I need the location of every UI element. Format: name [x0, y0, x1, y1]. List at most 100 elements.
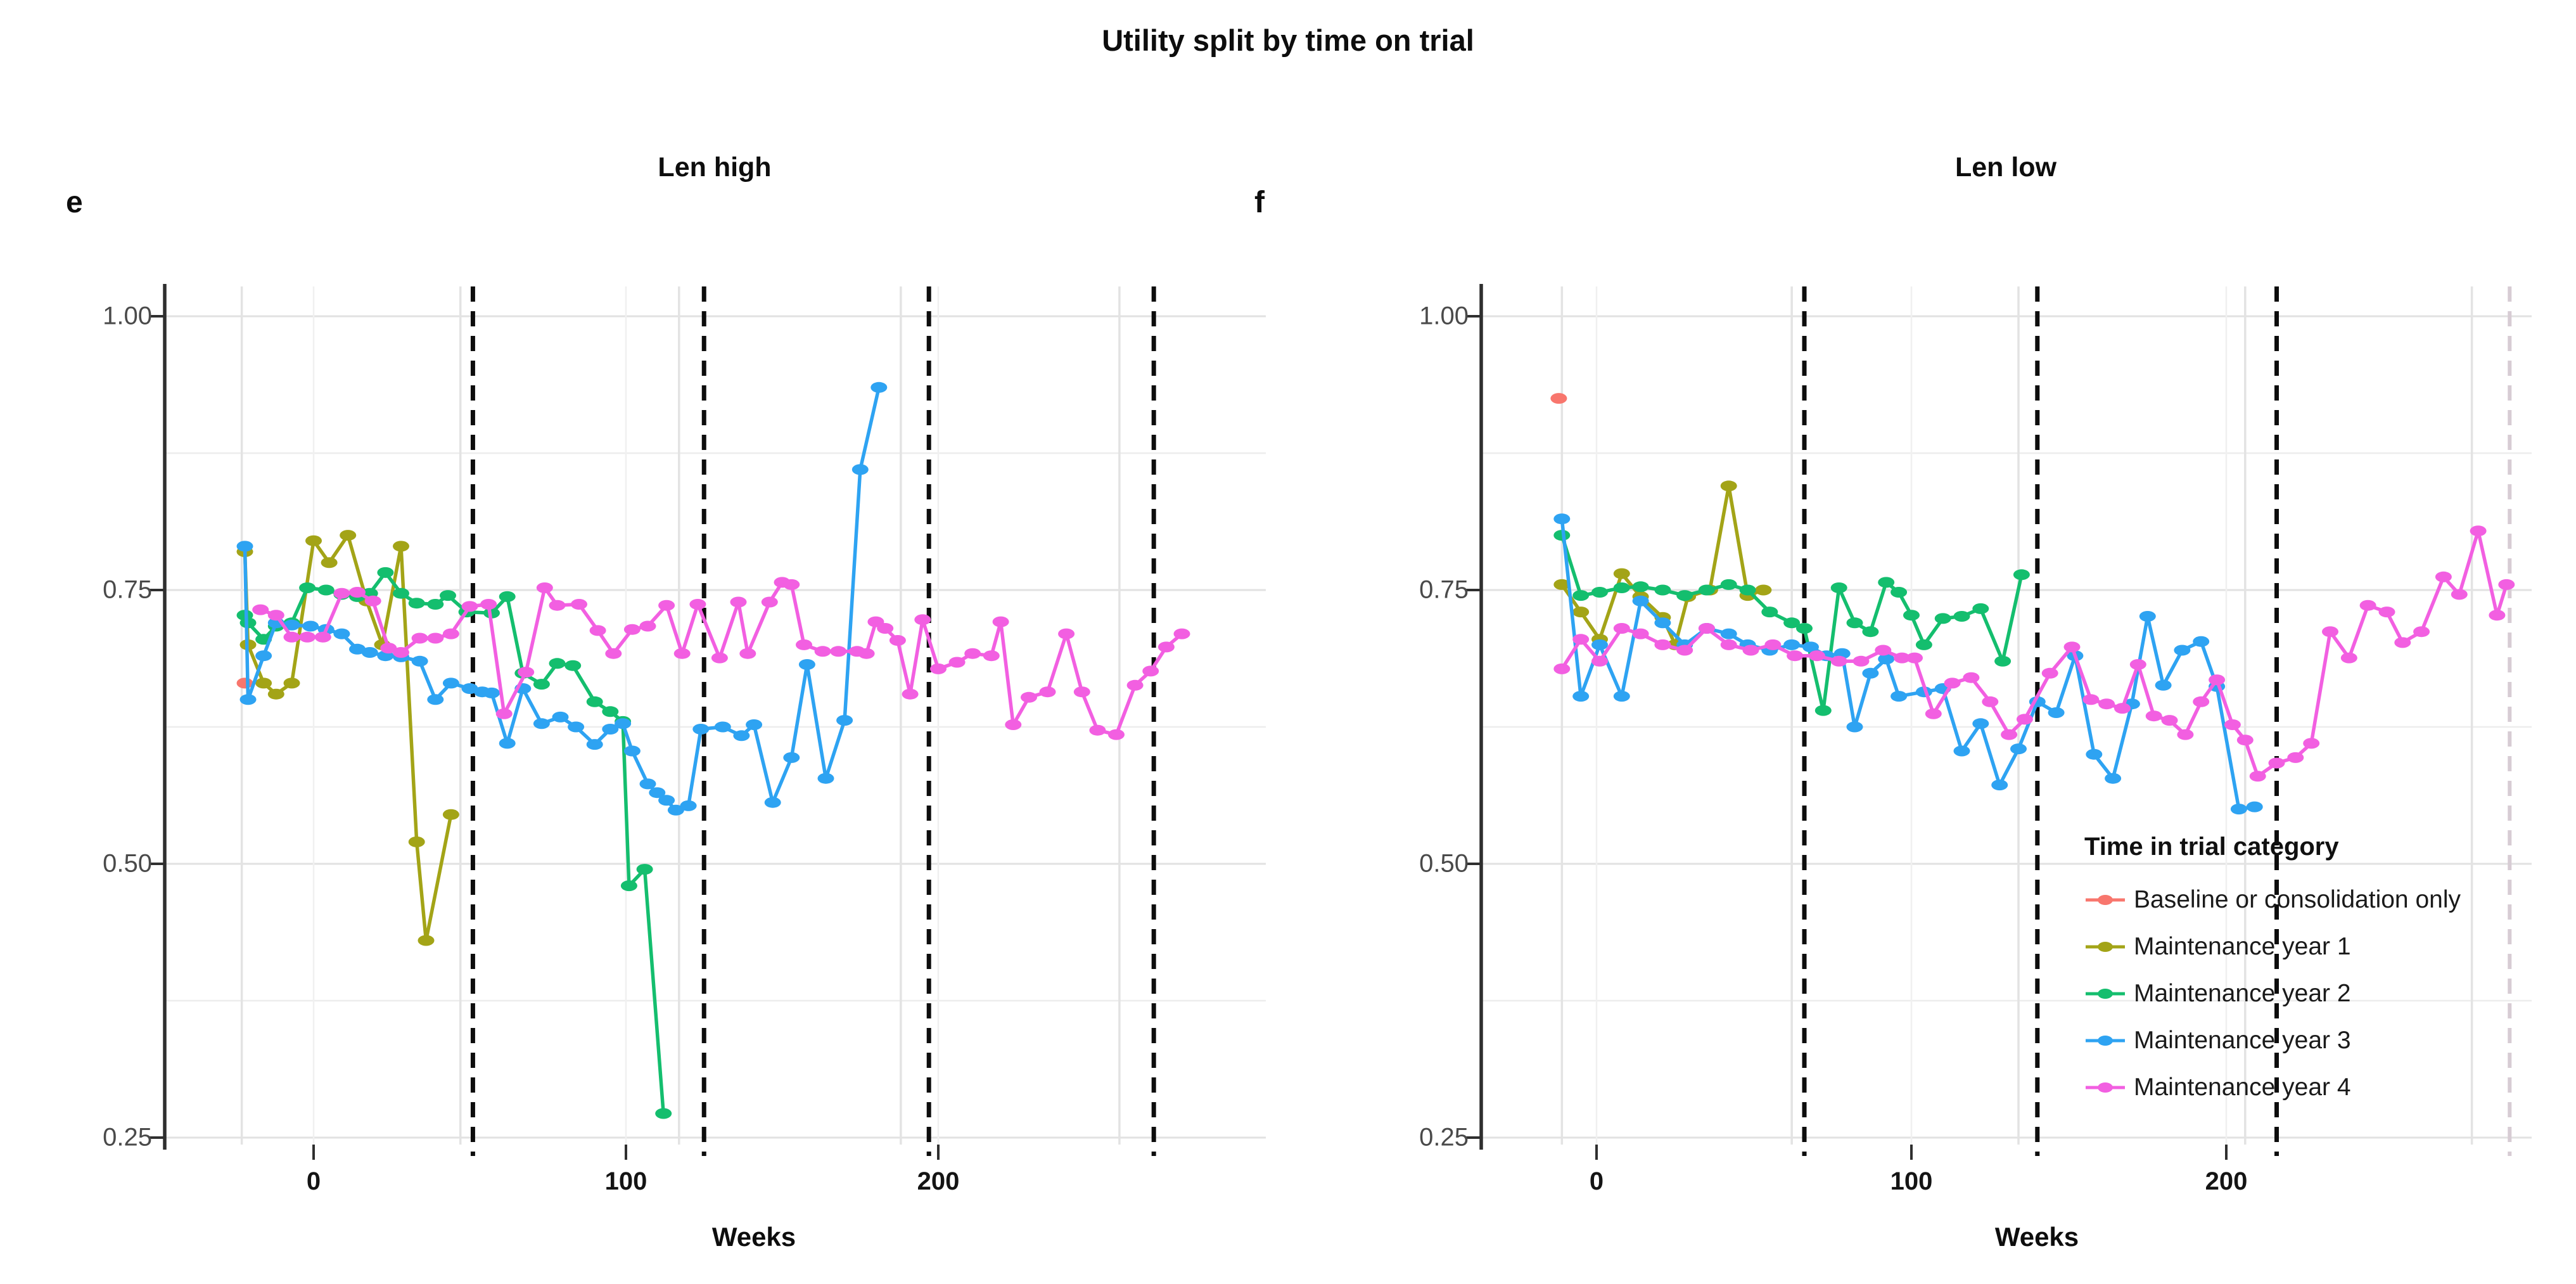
data-point — [1764, 639, 1782, 650]
data-point — [2001, 729, 2018, 740]
y-tick-label: 0.75 — [1419, 575, 1469, 604]
data-point — [1862, 667, 1879, 679]
data-point — [589, 625, 606, 636]
legend-key-icon — [2086, 1036, 2125, 1046]
data-point — [536, 582, 553, 593]
data-point — [2129, 659, 2146, 670]
data-point — [1698, 584, 1715, 596]
data-point — [1830, 655, 1847, 667]
data-point — [814, 646, 831, 657]
data-point — [2340, 652, 2357, 664]
x-tick-label: 200 — [2205, 1167, 2248, 1195]
data-point — [1676, 645, 1693, 656]
legend-label: Baseline or consolidation only — [2134, 886, 2461, 913]
data-point — [830, 646, 847, 657]
data-point — [333, 628, 350, 639]
data-point — [267, 610, 284, 621]
data-point — [442, 809, 459, 820]
data-point — [427, 694, 444, 705]
data-point — [411, 632, 428, 644]
data-point — [783, 579, 800, 590]
data-point — [2394, 637, 2411, 648]
data-point — [533, 718, 550, 729]
data-point — [1553, 663, 1571, 674]
y-tick-label: 1.00 — [103, 302, 152, 330]
x-axis-title-weeks: Weeks — [711, 1222, 796, 1252]
data-point — [1676, 590, 1693, 601]
data-point — [499, 738, 516, 749]
data-point — [2174, 645, 2191, 656]
data-point — [495, 708, 513, 719]
panel-title-len-high: Len high — [658, 152, 772, 183]
x-tick-label: 100 — [604, 1167, 647, 1195]
data-point — [2413, 626, 2430, 638]
legend-entry: Baseline or consolidation only — [2084, 876, 2461, 923]
data-point — [427, 599, 444, 610]
data-point — [2322, 626, 2338, 638]
data-point — [1550, 393, 1567, 404]
data-point — [2489, 610, 2506, 621]
data-point — [2249, 771, 2266, 782]
x-tick-label: 0 — [1589, 1167, 1604, 1195]
data-point — [321, 557, 338, 568]
data-point — [499, 591, 516, 602]
data-point — [783, 752, 800, 763]
data-point — [1632, 628, 1649, 639]
data-point — [393, 647, 409, 658]
data-point — [1039, 686, 1056, 698]
data-point — [1632, 581, 1649, 593]
data-point — [2498, 579, 2515, 590]
data-point — [255, 650, 272, 662]
legend: Time in trial category Baseline or conso… — [2084, 833, 2461, 1111]
data-point — [1875, 645, 1892, 656]
series-maintenance-year-2 — [1553, 530, 2030, 716]
data-point — [889, 635, 906, 646]
data-point — [1720, 480, 1737, 492]
x-tick-label: 0 — [306, 1167, 321, 1195]
data-point — [1005, 719, 1022, 730]
data-point — [1755, 584, 1772, 596]
data-point — [689, 599, 706, 610]
data-point — [461, 683, 478, 694]
legend-label: Maintenance year 2 — [2134, 980, 2351, 1007]
data-point — [333, 587, 350, 599]
data-point — [1891, 587, 1908, 598]
data-point — [602, 724, 619, 735]
data-point — [817, 773, 834, 784]
panel-tag-e: e — [66, 186, 83, 219]
y-tick-label: 0.50 — [1419, 849, 1469, 878]
data-point — [2048, 707, 2065, 718]
data-point — [1878, 577, 1895, 588]
y-tick-label: 0.25 — [103, 1123, 152, 1152]
data-point — [930, 663, 947, 674]
data-point — [1613, 582, 1630, 593]
data-point — [549, 658, 566, 669]
data-point — [1108, 729, 1125, 740]
data-point — [393, 587, 409, 599]
x-axis-title-weeks: Weeks — [1994, 1222, 2079, 1252]
data-point — [796, 639, 812, 650]
data-point — [283, 631, 300, 643]
data-point — [483, 687, 500, 698]
data-point — [411, 655, 428, 667]
data-point — [798, 659, 815, 670]
data-point — [858, 648, 875, 659]
data-point — [914, 614, 931, 626]
data-point — [393, 541, 409, 552]
data-point — [1654, 584, 1671, 596]
data-point — [1787, 650, 1804, 662]
data-point — [649, 787, 666, 799]
data-point — [2224, 719, 2241, 730]
data-point — [902, 688, 919, 700]
data-point — [1862, 626, 1879, 638]
data-point — [2193, 696, 2210, 707]
data-point — [1934, 613, 1951, 624]
data-point — [2086, 748, 2103, 760]
data-point — [349, 643, 366, 655]
data-point — [2246, 801, 2263, 812]
y-tick-label: 0.25 — [1419, 1123, 1469, 1152]
data-point — [442, 628, 459, 639]
data-point — [2193, 636, 2210, 647]
data-point — [1994, 655, 2012, 667]
data-point — [408, 836, 425, 847]
